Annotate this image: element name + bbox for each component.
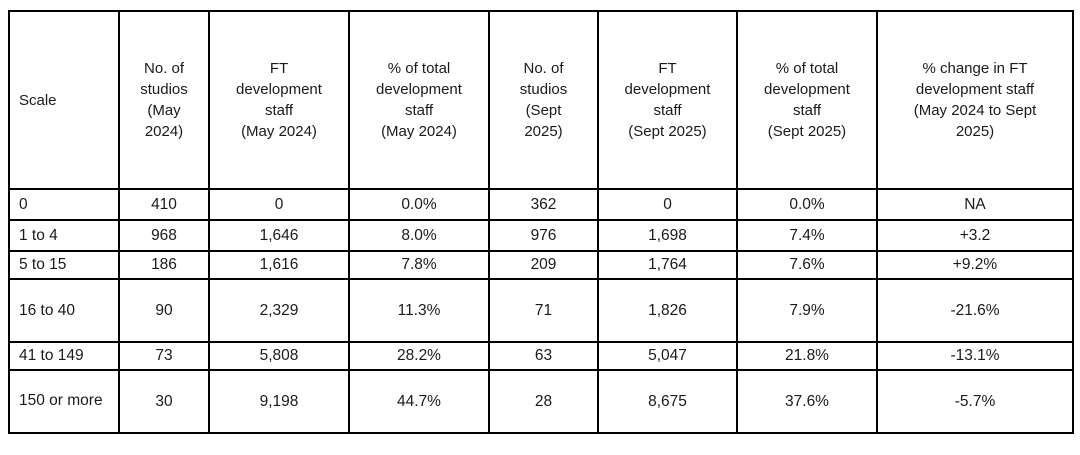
scale-label: 0 bbox=[8, 188, 120, 221]
table-row-scale-41to149: 41 to 149 73 5,808 28.2% 63 5,047 21.8% … bbox=[8, 341, 1074, 371]
table-cell: 968 bbox=[118, 219, 210, 252]
scale-label-text: 150 or more bbox=[19, 392, 103, 410]
table-cell: 1,646 bbox=[208, 219, 350, 252]
table-cell: +3.2 bbox=[876, 219, 1074, 252]
header-ft-staff-sept-2025: FT development staff (Sept 2025) bbox=[597, 10, 738, 190]
scale-label: 16 to 40 bbox=[8, 278, 120, 343]
table-cell: 63 bbox=[488, 341, 599, 371]
table-row-scale-16to40: 16 to 40 90 2,329 11.3% 71 1,826 7.9% -2… bbox=[8, 278, 1074, 343]
table-row-scale-150plus: 150 or more 30 9,198 44.7% 28 8,675 37.6… bbox=[8, 369, 1074, 434]
table-cell: 8,675 bbox=[597, 369, 738, 434]
table-cell: 1,764 bbox=[597, 250, 738, 280]
table-cell: 11.3% bbox=[348, 278, 490, 343]
table-cell: 1,616 bbox=[208, 250, 350, 280]
table-cell: 30 bbox=[118, 369, 210, 434]
studio-development-staff-table: Scale No. of studios (May 2024) FT devel… bbox=[8, 10, 1074, 434]
scale-label: 150 or more bbox=[8, 369, 120, 434]
table-cell: 7.8% bbox=[348, 250, 490, 280]
table-row-scale-1to4: 1 to 4 968 1,646 8.0% 976 1,698 7.4% +3.… bbox=[8, 219, 1074, 252]
table-cell: 37.6% bbox=[736, 369, 878, 434]
table-cell: -5.7% bbox=[876, 369, 1074, 434]
table-cell: 71 bbox=[488, 278, 599, 343]
table-cell: 0 bbox=[208, 188, 350, 221]
table-cell: 1,698 bbox=[597, 219, 738, 252]
table-cell: +9.2% bbox=[876, 250, 1074, 280]
table-container: Scale No. of studios (May 2024) FT devel… bbox=[8, 10, 1074, 434]
table-cell: 73 bbox=[118, 341, 210, 371]
table-row-scale-5to15: 5 to 15 186 1,616 7.8% 209 1,764 7.6% +9… bbox=[8, 250, 1074, 280]
table-cell: -13.1% bbox=[876, 341, 1074, 371]
table-cell: 410 bbox=[118, 188, 210, 221]
table-cell: 9,198 bbox=[208, 369, 350, 434]
table-cell: 186 bbox=[118, 250, 210, 280]
table-cell: 28.2% bbox=[348, 341, 490, 371]
table-row-scale-0: 0 410 0 0.0% 362 0 0.0% NA bbox=[8, 188, 1074, 221]
header-pct-total-may-2024: % of total development staff (May 2024) bbox=[348, 10, 490, 190]
table-cell: 0 bbox=[597, 188, 738, 221]
table-cell: 5,047 bbox=[597, 341, 738, 371]
table-cell: 209 bbox=[488, 250, 599, 280]
table-cell: 5,808 bbox=[208, 341, 350, 371]
table-cell: 2,329 bbox=[208, 278, 350, 343]
header-pct-change: % change in FT development staff (May 20… bbox=[876, 10, 1074, 190]
scale-label: 41 to 149 bbox=[8, 341, 120, 371]
scale-label: 5 to 15 bbox=[8, 250, 120, 280]
table-cell: 8.0% bbox=[348, 219, 490, 252]
header-pct-total-sept-2025: % of total development staff (Sept 2025) bbox=[736, 10, 878, 190]
table-cell: 0.0% bbox=[736, 188, 878, 221]
header-studios-sept-2025: No. of studios (Sept 2025) bbox=[488, 10, 599, 190]
table-cell: 44.7% bbox=[348, 369, 490, 434]
table-cell: 28 bbox=[488, 369, 599, 434]
table-cell: NA bbox=[876, 188, 1074, 221]
table-cell: -21.6% bbox=[876, 278, 1074, 343]
table-cell: 7.9% bbox=[736, 278, 878, 343]
table-cell: 21.8% bbox=[736, 341, 878, 371]
header-ft-staff-may-2024: FT development staff (May 2024) bbox=[208, 10, 350, 190]
table-cell: 976 bbox=[488, 219, 599, 252]
scale-label: 1 to 4 bbox=[8, 219, 120, 252]
table-cell: 1,826 bbox=[597, 278, 738, 343]
table-header-row: Scale No. of studios (May 2024) FT devel… bbox=[8, 10, 1074, 190]
header-studios-may-2024: No. of studios (May 2024) bbox=[118, 10, 210, 190]
table-cell: 7.4% bbox=[736, 219, 878, 252]
table-cell: 90 bbox=[118, 278, 210, 343]
table-cell: 0.0% bbox=[348, 188, 490, 221]
header-scale: Scale bbox=[8, 10, 120, 190]
table-cell: 362 bbox=[488, 188, 599, 221]
table-cell: 7.6% bbox=[736, 250, 878, 280]
